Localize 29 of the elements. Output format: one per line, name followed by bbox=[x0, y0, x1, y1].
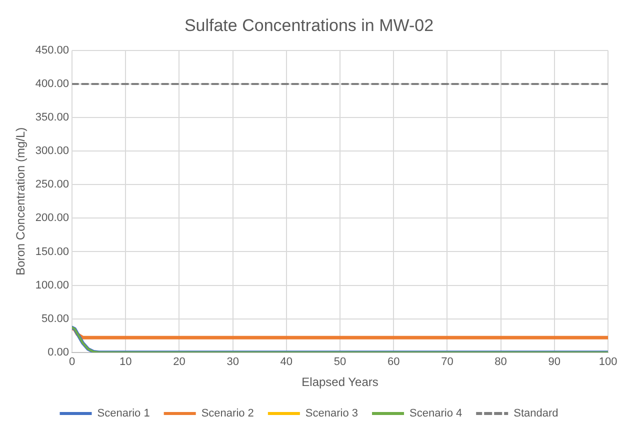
y-tick-label: 350.00 bbox=[35, 112, 70, 124]
y-tick-label: 50.00 bbox=[42, 312, 70, 325]
y-tick-label: 100.00 bbox=[35, 279, 70, 292]
x-tick-label: 100 bbox=[598, 356, 618, 368]
x-axis-title: Elapsed Years bbox=[302, 375, 378, 390]
legend-label: Scenario 4 bbox=[410, 408, 462, 420]
x-tick-label: 20 bbox=[173, 356, 186, 368]
legend-label: Scenario 2 bbox=[201, 408, 254, 420]
chart-title: Sulfate Concentrations in MW-02 bbox=[184, 16, 434, 35]
y-tick-label: 150.00 bbox=[35, 246, 70, 258]
x-tick-label: 90 bbox=[548, 356, 561, 368]
y-tick-label: 0.00 bbox=[48, 346, 70, 358]
legend-label: Standard bbox=[514, 408, 558, 420]
x-tick-label: 80 bbox=[494, 356, 507, 368]
x-tick-label: 10 bbox=[120, 356, 132, 368]
y-tick-label: 300.00 bbox=[35, 145, 70, 158]
y-tick-label: 400.00 bbox=[35, 78, 70, 90]
x-tick-label: 70 bbox=[441, 356, 454, 368]
legend-label: Scenario 3 bbox=[305, 408, 358, 420]
x-tick-label: 30 bbox=[226, 356, 239, 368]
x-tick-label: 60 bbox=[387, 356, 400, 368]
y-tick-label: 250.00 bbox=[35, 178, 70, 191]
legend-label: Scenario 1 bbox=[97, 408, 150, 420]
x-tick-label: 0 bbox=[68, 356, 76, 368]
x-tick-label: 40 bbox=[280, 356, 293, 368]
y-tick-label: 200.00 bbox=[35, 212, 70, 224]
y-tick-label: 450.00 bbox=[35, 44, 70, 56]
x-tick-label: 50 bbox=[334, 356, 346, 368]
y-axis-title: Boron Concentration (mg/L) bbox=[14, 127, 28, 276]
